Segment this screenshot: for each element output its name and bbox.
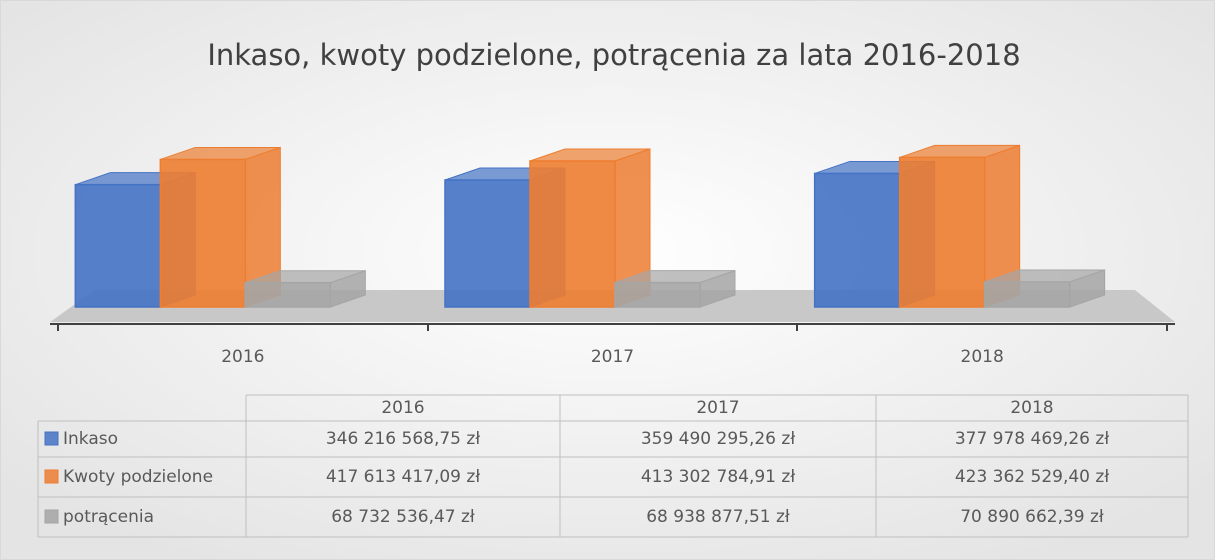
- bar-front: [898, 156, 986, 308]
- bar-front: [74, 183, 162, 308]
- table-value: 377 978 469,26 zł: [955, 429, 1110, 449]
- bar-front: [983, 281, 1071, 308]
- x-tick-label: 2017: [591, 347, 634, 367]
- bar: [614, 269, 736, 308]
- table-value: 68 938 877,51 zł: [646, 507, 790, 527]
- bar-front: [159, 158, 247, 308]
- bar: [898, 144, 1021, 308]
- chart-title: Inkaso, kwoty podzielone, potrącenia za …: [207, 38, 1020, 72]
- bar-front: [614, 281, 701, 308]
- table-value: 413 302 784,91 zł: [641, 467, 796, 487]
- bar-front: [529, 160, 616, 308]
- table-header: 2017: [696, 398, 739, 418]
- bar-front: [813, 172, 901, 308]
- bar-front: [244, 281, 332, 308]
- bar-front: [444, 179, 531, 308]
- table-value: 423 362 529,40 zł: [955, 467, 1110, 487]
- table-value: 346 216 568,75 zł: [326, 429, 481, 449]
- legend-key: [44, 469, 59, 484]
- table-header: 2016: [381, 398, 424, 418]
- legend-label: Kwoty podzielone: [63, 467, 213, 487]
- legend-key: [44, 509, 59, 524]
- bar: [529, 148, 651, 308]
- x-tick-label: 2016: [221, 347, 264, 367]
- legend-label: potrącenia: [63, 507, 154, 527]
- table-value: 68 732 536,47 zł: [331, 507, 475, 527]
- table-header: 2018: [1010, 398, 1053, 418]
- x-tick-label: 2018: [961, 347, 1004, 367]
- bar: [983, 269, 1106, 308]
- legend-key: [44, 431, 59, 446]
- table-value: 359 490 295,26 zł: [641, 429, 796, 449]
- legend-label: Inkaso: [63, 429, 118, 449]
- table-value: 70 890 662,39 zł: [960, 507, 1104, 527]
- table-value: 417 613 417,09 zł: [326, 467, 481, 487]
- bar: [244, 270, 366, 308]
